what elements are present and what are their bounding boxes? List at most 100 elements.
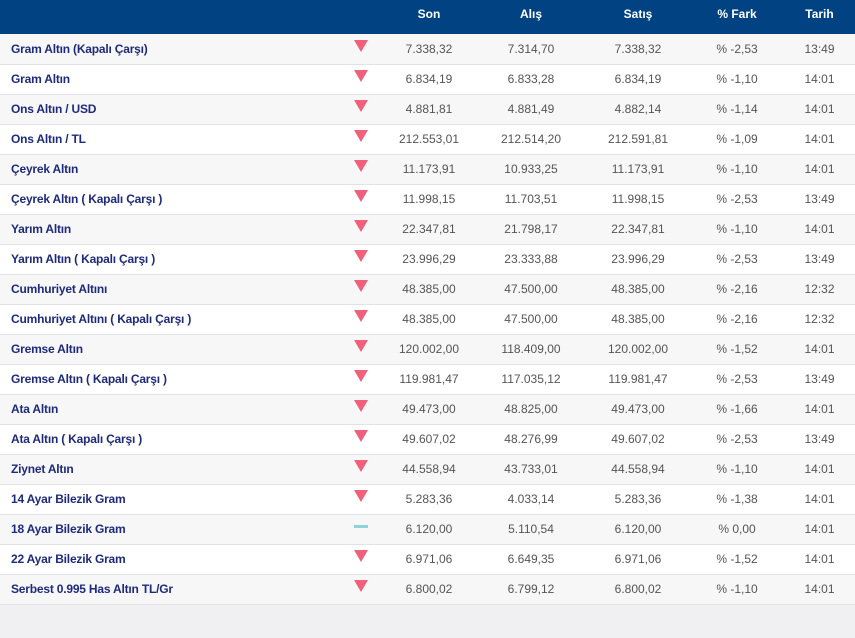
alis-value: 47.500,00 (504, 282, 558, 296)
trend-cell (340, 244, 382, 274)
down-arrow-icon (354, 489, 368, 502)
item-name[interactable]: Çeyrek Altın (11, 162, 79, 176)
fark-value: % -1,10 (716, 582, 758, 596)
table-row[interactable]: Gremse Altın ( Kapalı Çarşı ) 119.981,47 1… (0, 364, 855, 394)
table-row[interactable]: Ons Altın / USD 4.881,81 4.881,49 4.882,14%… (0, 94, 855, 124)
table-row[interactable]: Çeyrek Altın 11.173,91 10.933,25 11.173,91%… (0, 154, 855, 184)
item-name[interactable]: Ons Altın / USD (11, 102, 97, 116)
table-row[interactable]: Ons Altın / TL 212.553,01 212.514,20 212.59… (0, 124, 855, 154)
fark-value: % -2,53 (716, 432, 758, 446)
son-value: 119.981,47 (399, 372, 459, 386)
table-row[interactable]: Yarım Altın ( Kapalı Çarşı ) 23.996,29 23.… (0, 244, 855, 274)
table-row[interactable]: Cumhuriyet Altını 48.385,00 47.500,00 48.38… (0, 274, 855, 304)
satis-value: 6.834,19 (614, 72, 662, 86)
item-name[interactable]: Gram Altın (Kapalı Çarşı) (11, 41, 148, 56)
table-row[interactable]: Ziynet Altın 44.558,94 43.733,01 44.558,94%… (0, 454, 855, 484)
alis-value: 23.333,88 (504, 252, 558, 266)
item-name[interactable]: Çeyrek Altın ( Kapalı Çarşı ) (11, 192, 163, 206)
satis-value: 49.607,02 (611, 432, 665, 446)
alis-value: 6.833,28 (507, 72, 555, 86)
table-row[interactable]: Ata Altın 49.473,00 48.825,00 49.473,00 % -1… (0, 394, 855, 424)
item-name[interactable]: Yarım Altın (11, 222, 72, 236)
item-name[interactable]: Gremse Altın (11, 342, 83, 356)
table-row[interactable]: Gremse Altın 120.002,00 118.409,00 120.002,… (0, 334, 855, 364)
table-header: Son Alış Satış % Fark Tarih (0, 0, 855, 34)
down-arrow-icon (354, 279, 368, 292)
tarih-value: 14:01 (804, 342, 835, 356)
son-value: 44.558,94 (402, 462, 456, 476)
fark-value: % -2,16 (716, 312, 758, 326)
item-name[interactable]: Gram Altın (11, 72, 70, 86)
item-name[interactable]: Ata Altın (11, 402, 59, 416)
item-name[interactable]: Ons Altın / TL (11, 132, 86, 146)
fark-value: % -1,38 (716, 492, 758, 506)
item-name[interactable]: Serbest 0.995 Has Altın TL/Gr (11, 582, 173, 596)
down-arrow-icon (354, 429, 368, 442)
son-value: 212.553,01 (398, 132, 460, 146)
trend-cell (340, 424, 382, 454)
satis-value: 5.283,36 (614, 492, 662, 506)
satis-value: 49.473,00 (611, 402, 665, 416)
fark-value: % -1,10 (716, 222, 758, 236)
item-name[interactable]: Gremse Altın ( Kapalı Çarşı ) (11, 372, 167, 386)
table-row[interactable]: Yarım Altın 22.347,81 21.798,17 22.347,81 % … (0, 214, 855, 244)
satis-value: 119.981,47 (608, 372, 668, 386)
item-name[interactable]: Ziynet Altın (11, 462, 74, 476)
table-row[interactable]: 18 Ayar Bilezik Gram 6.120,00 5.110,54 6.12… (0, 514, 855, 544)
tarih-value: 14:01 (804, 552, 835, 566)
table-row[interactable]: 22 Ayar Bilezik Gram 6.971,06 6.649,35 6.97… (0, 544, 855, 574)
son-value: 11.998,15 (402, 192, 456, 206)
tarih-value: 12:32 (804, 282, 835, 296)
item-name[interactable]: Ata Altın ( Kapalı Çarşı ) (11, 432, 143, 446)
down-arrow-icon (354, 129, 368, 142)
gold-prices-table: Son Alış Satış % Fark Tarih Gram Altın (… (0, 0, 855, 604)
header-tarih[interactable]: Tarih (805, 7, 834, 21)
satis-value: 6.971,06 (614, 552, 662, 566)
down-arrow-icon (354, 99, 368, 112)
item-name[interactable]: 14 Ayar Bilezik Gram (11, 492, 126, 506)
son-value: 22.347,81 (402, 222, 456, 236)
table-row[interactable]: Gram Altın 6.834,19 6.833,28 6.834,19 % -1,1… (0, 64, 855, 94)
fark-value: % -2,53 (716, 252, 758, 266)
tarih-value: 13:49 (804, 372, 835, 386)
table-row[interactable]: Çeyrek Altın ( Kapalı Çarşı ) 11.998,15 11… (0, 184, 855, 214)
table-row[interactable]: Cumhuriyet Altını ( Kapalı Çarşı ) 48.385… (0, 304, 855, 334)
fark-value: % -1,52 (716, 552, 758, 566)
son-value: 5.283,36 (405, 492, 453, 506)
tarih-value: 14:01 (804, 402, 835, 416)
trend-cell (340, 574, 382, 604)
table-row[interactable]: Ata Altın ( Kapalı Çarşı ) 49.607,02 48.27… (0, 424, 855, 454)
son-value: 48.385,00 (402, 282, 456, 296)
son-value: 6.800,02 (405, 582, 453, 596)
item-name[interactable]: Cumhuriyet Altını (11, 282, 108, 296)
down-arrow-icon (354, 399, 368, 412)
tarih-value: 13:49 (804, 192, 835, 206)
alis-value: 48.276,99 (504, 432, 558, 446)
trend-cell (340, 454, 382, 484)
header-son[interactable]: Son (417, 7, 441, 21)
item-name[interactable]: Yarım Altın ( Kapalı Çarşı ) (11, 252, 155, 266)
table-row[interactable]: Gram Altın (Kapalı Çarşı) 7.338,32 7.314,7… (0, 34, 855, 64)
item-name[interactable]: 18 Ayar Bilezik Gram (11, 522, 126, 536)
alis-value: 11.703,51 (504, 192, 558, 206)
header-satis[interactable]: Satış (623, 7, 653, 21)
table-body: Gram Altın (Kapalı Çarşı) 7.338,32 7.314,7… (0, 34, 855, 604)
fark-value: % -2,16 (716, 282, 758, 296)
down-arrow-icon (354, 579, 368, 592)
trend-cell (340, 484, 382, 514)
tarih-value: 14:01 (804, 132, 835, 146)
fark-value: % -1,10 (716, 72, 758, 86)
tarih-value: 14:01 (804, 72, 835, 86)
item-name[interactable]: 22 Ayar Bilezik Gram (11, 552, 126, 566)
down-arrow-icon (354, 189, 368, 202)
fark-value: % 0,00 (718, 522, 756, 536)
satis-value: 44.558,94 (611, 462, 665, 476)
header-fark[interactable]: % Fark (717, 7, 757, 21)
table-row[interactable]: Serbest 0.995 Has Altın TL/Gr 6.800,02 6.7… (0, 574, 855, 604)
alis-value: 21.798,17 (504, 222, 558, 236)
tarih-value: 13:49 (804, 41, 835, 56)
alis-value: 212.514,20 (500, 132, 562, 146)
table-row[interactable]: 14 Ayar Bilezik Gram 5.283,36 4.033,14 5.28… (0, 484, 855, 514)
header-alis[interactable]: Alış (519, 7, 542, 21)
item-name[interactable]: Cumhuriyet Altını ( Kapalı Çarşı ) (11, 312, 192, 326)
